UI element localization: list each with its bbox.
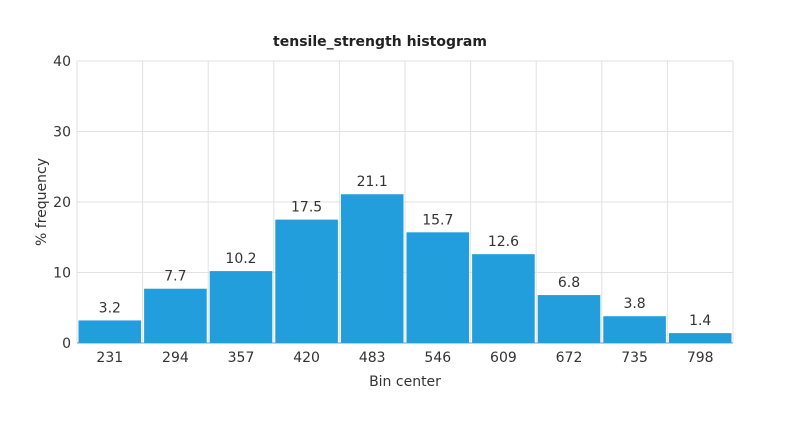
y-tick-label-3: 30 bbox=[53, 125, 71, 141]
bar-357 bbox=[209, 271, 273, 343]
bar-value-label-231: 3.2 bbox=[99, 300, 121, 316]
bar-420 bbox=[275, 219, 338, 343]
bar-483 bbox=[340, 194, 404, 343]
x-axis-label: Bin center bbox=[369, 374, 441, 390]
bar-546 bbox=[406, 232, 470, 343]
x-tick-label-420: 420 bbox=[293, 350, 320, 366]
bars bbox=[78, 194, 732, 343]
bar-798 bbox=[668, 333, 732, 343]
x-axis-ticks: 231 294 357 420 483 546 609 672 735 798 bbox=[96, 350, 713, 366]
x-tick-label-798: 798 bbox=[687, 350, 714, 366]
y-axis-ticks: 0 10 20 30 40 bbox=[53, 54, 71, 352]
y-tick-label-2: 20 bbox=[53, 195, 71, 211]
bar-value-label-546: 15.7 bbox=[422, 212, 453, 228]
bar-294 bbox=[144, 288, 207, 343]
bar-value-label-672: 6.8 bbox=[558, 275, 580, 291]
x-tick-label-357: 357 bbox=[228, 350, 255, 366]
x-tick-label-483: 483 bbox=[359, 350, 386, 366]
x-tick-label-672: 672 bbox=[556, 350, 583, 366]
x-tick-label-546: 546 bbox=[424, 350, 451, 366]
x-tick-label-609: 609 bbox=[490, 350, 517, 366]
x-tick-label-294: 294 bbox=[162, 350, 189, 366]
bar-value-label-735: 3.8 bbox=[623, 296, 645, 312]
y-axis-label: % frequency bbox=[34, 158, 50, 246]
bar-value-label-357: 10.2 bbox=[225, 251, 256, 267]
chart-title: tensile_strength histogram bbox=[273, 34, 487, 50]
bar-value-label-798: 1.4 bbox=[689, 313, 711, 329]
y-tick-label-4: 40 bbox=[53, 54, 71, 70]
bar-labels: 3.2 7.7 10.2 17.5 21.1 15.7 12.6 6.8 3.8 1.4 bbox=[99, 174, 712, 329]
bar-value-label-294: 7.7 bbox=[164, 269, 186, 285]
bar-672 bbox=[537, 295, 601, 343]
bar-value-label-483: 21.1 bbox=[357, 174, 388, 190]
grid bbox=[76, 60, 734, 344]
bar-609 bbox=[472, 254, 535, 343]
bar-735 bbox=[603, 316, 666, 343]
bar-value-label-420: 17.5 bbox=[291, 200, 322, 216]
x-tick-label-735: 735 bbox=[621, 350, 648, 366]
x-tick-label-231: 231 bbox=[96, 350, 123, 366]
bar-231 bbox=[78, 320, 142, 343]
y-tick-label-1: 10 bbox=[53, 266, 71, 282]
y-tick-label-0: 0 bbox=[62, 336, 71, 352]
bar-value-label-609: 12.6 bbox=[488, 234, 519, 250]
